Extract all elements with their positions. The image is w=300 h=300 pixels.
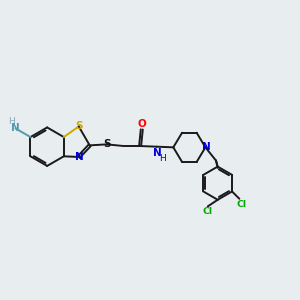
Text: S: S — [76, 121, 83, 131]
Text: S: S — [103, 140, 111, 149]
Text: N: N — [202, 142, 211, 152]
Text: H: H — [159, 154, 166, 163]
Text: O: O — [137, 119, 146, 129]
Text: H: H — [8, 117, 15, 126]
Text: N: N — [11, 123, 20, 134]
Text: Cl: Cl — [202, 207, 212, 216]
Text: N: N — [75, 152, 84, 162]
Text: Cl: Cl — [237, 200, 247, 208]
Text: N: N — [153, 148, 162, 158]
